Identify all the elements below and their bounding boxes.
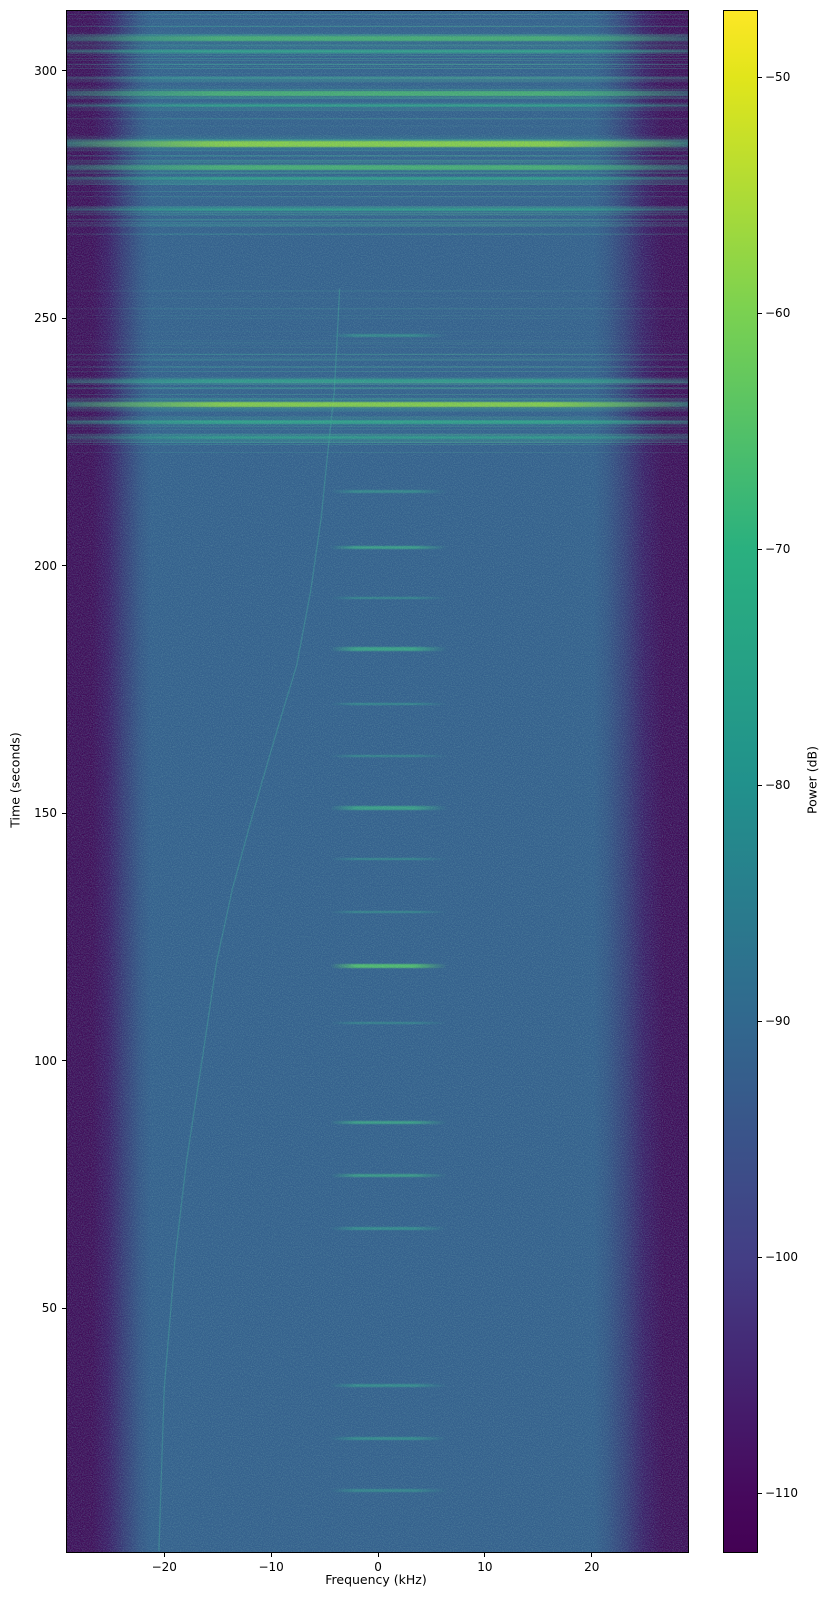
x-tick-mark	[377, 1553, 379, 1557]
y-tick-mark	[62, 565, 66, 567]
x-tick-mark	[591, 1553, 593, 1557]
colorbar-tick-label: −60	[765, 306, 791, 321]
colorbar-tick-label: −90	[765, 1014, 791, 1029]
y-tick-mark	[62, 317, 66, 319]
x-tick-label: 0	[374, 1560, 382, 1574]
x-tick-mark	[484, 1553, 486, 1557]
x-tick-label: −10	[258, 1560, 284, 1574]
colorbar-tick-mark	[758, 1020, 762, 1022]
y-tick-label: 200	[34, 558, 57, 573]
x-tick-label: −20	[151, 1560, 177, 1574]
colorbar-tick-mark	[758, 548, 762, 550]
y-tick-mark	[62, 812, 66, 814]
colorbar-tick-label: −70	[765, 542, 791, 557]
colorbar-tick-label: −50	[765, 70, 791, 85]
y-tick-mark	[62, 1060, 66, 1062]
x-tick-mark	[270, 1553, 272, 1557]
colorbar-tick-label: −80	[765, 778, 791, 793]
x-axis-label: Frequency (kHz)	[325, 1572, 427, 1587]
colorbar-tick-mark	[758, 784, 762, 786]
colorbar-tick-mark	[758, 76, 762, 78]
y-tick-mark	[62, 70, 66, 72]
y-tick-mark	[62, 1307, 66, 1309]
colorbar-tick-mark	[758, 1256, 762, 1258]
colorbar	[723, 10, 758, 1553]
spectrogram-plot-area	[66, 10, 689, 1553]
y-tick-label: 150	[34, 806, 57, 821]
x-tick-label: 20	[584, 1560, 600, 1574]
colorbar-tick-label: −110	[765, 1486, 798, 1500]
colorbar-tick-label: −100	[765, 1250, 798, 1264]
y-axis-label: Time (seconds)	[7, 732, 23, 828]
colorbar-tick-mark	[758, 1492, 762, 1494]
colorbar-label: Power (dB)	[804, 745, 820, 815]
y-tick-label: 50	[41, 1301, 57, 1316]
y-tick-label: 100	[34, 1053, 57, 1068]
noise-texture	[67, 11, 688, 1552]
x-tick-mark	[163, 1553, 165, 1557]
y-tick-label: 250	[34, 311, 57, 326]
colorbar-tick-mark	[758, 312, 762, 314]
y-tick-label: 300	[34, 63, 57, 78]
x-tick-label: 10	[477, 1560, 493, 1574]
